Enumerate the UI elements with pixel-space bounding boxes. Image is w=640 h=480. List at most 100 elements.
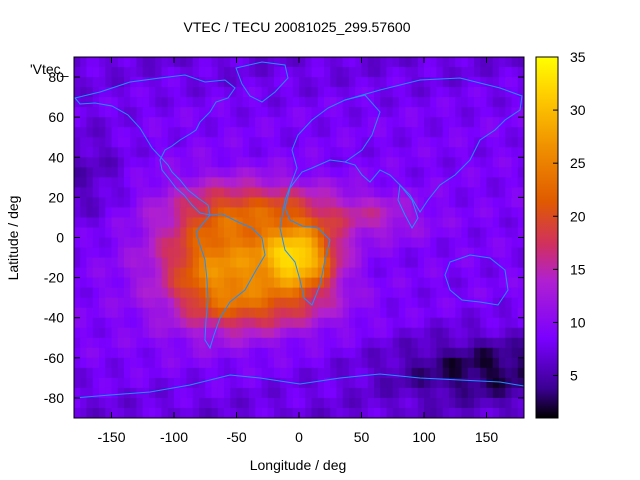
heatmap-cell: [80, 167, 88, 178]
heatmap-cell: [217, 237, 225, 249]
heatmap-cell: [280, 287, 288, 299]
heatmap-cell: [149, 357, 156, 369]
heatmap-cell: [99, 187, 106, 198]
heatmap-cell: [474, 377, 481, 389]
heatmap-cell: [199, 357, 206, 369]
heatmap-cell: [105, 107, 113, 118]
heatmap-cell: [461, 147, 469, 158]
heatmap-cell: [205, 227, 213, 239]
heatmap-cell: [180, 287, 188, 299]
heatmap-cell: [142, 267, 150, 279]
heatmap-cell: [417, 397, 425, 409]
heatmap-cell: [230, 247, 238, 259]
heatmap-cell: [499, 337, 506, 349]
heatmap-cell: [161, 167, 169, 178]
heatmap-cell: [505, 267, 513, 279]
heatmap-cell: [186, 277, 194, 289]
heatmap-cell: [336, 407, 344, 418]
heatmap-cell: [455, 187, 463, 198]
heatmap-cell: [149, 87, 156, 98]
heatmap-cell: [280, 297, 288, 309]
heatmap-cell: [286, 57, 294, 68]
heatmap-cell: [330, 147, 338, 158]
heatmap-cell: [317, 147, 325, 158]
heatmap-cell: [480, 147, 488, 158]
heatmap-cell: [92, 407, 100, 418]
heatmap-cell: [436, 97, 444, 108]
heatmap-cell: [149, 337, 156, 349]
heatmap-cell: [336, 87, 344, 98]
heatmap-cell: [424, 297, 431, 309]
heatmap-cell: [305, 407, 313, 418]
heatmap-cell: [130, 257, 138, 269]
heatmap-cell: [467, 177, 475, 188]
heatmap-cell: [230, 327, 238, 339]
heatmap-cell: [230, 377, 238, 389]
heatmap-cell: [430, 207, 438, 219]
heatmap-cell: [486, 137, 494, 148]
heatmap-cell: [311, 257, 319, 269]
heatmap-cell: [230, 57, 238, 68]
heatmap-cell: [374, 387, 381, 399]
heatmap-cell: [167, 107, 175, 118]
heatmap-cell: [211, 187, 219, 198]
heatmap-cell: [299, 267, 306, 279]
heatmap-cell: [330, 207, 338, 219]
heatmap-cell: [399, 327, 406, 339]
heatmap-cell: [417, 267, 425, 279]
heatmap-cell: [324, 197, 331, 209]
heatmap-cell: [261, 187, 269, 198]
heatmap-cell: [186, 87, 194, 98]
heatmap-cell: [342, 307, 350, 319]
heatmap-cell: [242, 237, 250, 249]
heatmap-cell: [124, 407, 131, 418]
heatmap-cell: [486, 387, 494, 399]
heatmap-cell: [161, 297, 169, 309]
heatmap-cell: [311, 237, 319, 249]
heatmap-cell: [480, 107, 488, 118]
heatmap-cell: [342, 177, 350, 188]
heatmap-cell: [417, 157, 425, 168]
heatmap-cell: [424, 357, 431, 369]
heatmap-cell: [405, 287, 413, 299]
heatmap-cell: [86, 307, 94, 319]
heatmap-cell: [217, 387, 225, 399]
heatmap-cell: [355, 347, 363, 359]
heatmap-cell: [367, 407, 375, 418]
heatmap-cell: [92, 337, 100, 349]
heatmap-cell: [267, 207, 275, 219]
heatmap-cell: [424, 277, 431, 289]
heatmap-cell: [192, 217, 200, 229]
heatmap-cell: [336, 357, 344, 369]
heatmap-cell: [130, 407, 138, 418]
heatmap-cell: [317, 347, 325, 359]
heatmap-cell: [511, 347, 519, 359]
heatmap-cell: [230, 257, 238, 269]
heatmap-cell: [286, 137, 294, 148]
heatmap-cell: [317, 187, 325, 198]
heatmap-cell: [342, 147, 350, 158]
heatmap-cell: [249, 347, 256, 359]
heatmap-cell: [174, 337, 181, 349]
heatmap-cell: [149, 167, 156, 178]
heatmap-cell: [124, 297, 131, 309]
heatmap-cell: [455, 377, 463, 389]
heatmap-cell: [417, 167, 425, 178]
heatmap-cell: [324, 77, 331, 88]
heatmap-cell: [86, 287, 94, 299]
heatmap-cell: [324, 387, 331, 399]
heatmap-cell: [405, 337, 413, 349]
heatmap-cell: [411, 157, 419, 168]
heatmap-cell: [442, 317, 450, 329]
heatmap-cell: [242, 317, 250, 329]
heatmap-cell: [480, 367, 488, 379]
heatmap-cell: [486, 107, 494, 118]
heatmap-cell: [155, 367, 163, 379]
heatmap-cell: [430, 337, 438, 349]
heatmap-cell: [236, 297, 244, 309]
heatmap-cell: [217, 377, 225, 389]
heatmap-cell: [324, 207, 331, 219]
heatmap-cell: [117, 407, 125, 418]
heatmap-cell: [261, 377, 269, 389]
heatmap-cell: [455, 337, 463, 349]
